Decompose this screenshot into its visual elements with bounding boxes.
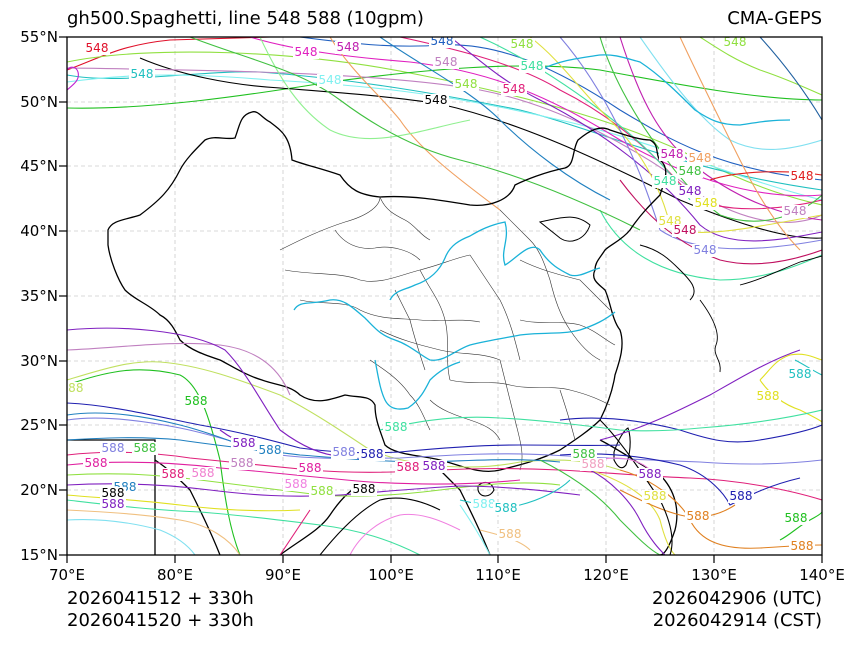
- init-time: 2026041512 + 330h 2026041520 + 330h: [67, 588, 254, 632]
- x-tick-label: 80°E: [156, 566, 194, 584]
- y-tick-marks: [59, 36, 67, 556]
- x-tick-marks: [66, 555, 823, 563]
- contour-label: 548: [131, 67, 154, 81]
- x-tick-label: 70°E: [48, 566, 86, 584]
- contour-label: 588: [102, 441, 125, 455]
- contour-label: 588: [102, 486, 125, 500]
- y-tick-label: 25°N: [20, 416, 58, 434]
- contour-label: 588: [192, 466, 215, 480]
- contour-label: 588: [134, 441, 157, 455]
- country-borders: [67, 111, 822, 555]
- contour-label: 548: [724, 35, 747, 49]
- contour-label: 588: [385, 420, 408, 434]
- x-tick-label: 110°E: [475, 566, 521, 584]
- valid-time: 2026042906 (UTC) 2026042914 (CST): [652, 588, 822, 632]
- y-tick-label: 40°N: [20, 222, 58, 240]
- contour-label: 588: [785, 511, 808, 525]
- contour-label: 548: [661, 147, 684, 161]
- province-borders: [279, 196, 616, 471]
- contour-label: 588: [85, 456, 108, 470]
- contour-label: 548: [435, 55, 458, 69]
- contour-label: 588: [233, 436, 256, 450]
- chart-title: gh500.Spaghetti, line 548 588 (10gpm): [67, 8, 424, 29]
- y-tick-label: 55°N: [20, 28, 58, 46]
- x-tick-label: 90°E: [264, 566, 302, 584]
- contour-label: 548: [695, 196, 718, 210]
- contour-label: 588: [499, 527, 522, 541]
- x-tick-label: 140°E: [799, 566, 845, 584]
- y-tick-label: 50°N: [20, 93, 58, 111]
- x-tick-label: 100°E: [368, 566, 414, 584]
- y-tick-label: 45°N: [20, 157, 58, 175]
- contour-label: 588: [791, 539, 814, 553]
- contour-label: 548: [337, 40, 360, 54]
- contour-label: 588: [730, 489, 753, 503]
- contour-label: 588: [582, 457, 605, 471]
- contour-label: 588: [687, 509, 710, 523]
- x-tick-label: 130°E: [691, 566, 737, 584]
- contour-label: 548: [679, 164, 702, 178]
- contour-label: 588: [285, 477, 308, 491]
- contour-label: 548: [295, 45, 318, 59]
- contour-label: 588: [361, 447, 384, 461]
- contour-label: 588: [102, 497, 125, 511]
- y-tick-label: 30°N: [20, 352, 58, 370]
- contour-label: 548: [425, 93, 448, 107]
- contour-label: 548: [521, 59, 544, 73]
- init-time-utc: 2026041512 + 330h: [67, 588, 254, 609]
- contour-label: 588: [185, 394, 208, 408]
- contour-label: 548: [824, 233, 847, 247]
- model-name: CMA-GEPS: [727, 8, 822, 29]
- valid-time-utc: 2026042906 (UTC): [652, 588, 822, 609]
- contour-label: 548: [679, 184, 702, 198]
- contour-label: 548: [674, 223, 697, 237]
- contour-label: 588: [333, 445, 356, 459]
- contour-label: 548: [694, 243, 717, 257]
- y-tick-label: 15°N: [20, 546, 58, 564]
- contour-label: 588: [644, 489, 667, 503]
- contour-label: 588: [757, 389, 780, 403]
- gridlines: [67, 37, 822, 555]
- contour-label: 548: [511, 37, 534, 51]
- contour-label: 548: [86, 41, 109, 55]
- contour-label: 588: [639, 467, 662, 481]
- rivers: [293, 54, 791, 410]
- contour-label: 548: [455, 77, 478, 91]
- valid-time-cst: 2026042914 (CST): [652, 610, 822, 631]
- contour-label: 588: [231, 456, 254, 470]
- x-tick-label: 120°E: [583, 566, 629, 584]
- contour-label: 588: [573, 447, 596, 461]
- contour-label: 588: [423, 459, 446, 473]
- contour-label: 588: [353, 482, 376, 496]
- contour-label: 588: [61, 381, 84, 395]
- contour-label: 548: [654, 174, 677, 188]
- init-time-cst: 2026041520 + 330h: [67, 610, 254, 631]
- contour-label: 588: [311, 484, 334, 498]
- y-tick-label: 20°N: [20, 481, 58, 499]
- contour-label: 548: [784, 204, 807, 218]
- contour-label: 548: [319, 73, 342, 87]
- contour-label: 588: [162, 467, 185, 481]
- contour-label: 548: [431, 34, 454, 48]
- y-tick-label: 35°N: [20, 287, 58, 305]
- contour-label: 588: [397, 460, 420, 474]
- contour-label: 548: [503, 82, 526, 96]
- contour-label: 588: [495, 501, 518, 515]
- contour-label: 588: [259, 443, 282, 457]
- contour-label: 548: [689, 151, 712, 165]
- contour-label: 588: [789, 367, 812, 381]
- contour-label: 588: [473, 497, 496, 511]
- contour-label: 548: [791, 169, 814, 183]
- contour-label: 588: [299, 461, 322, 475]
